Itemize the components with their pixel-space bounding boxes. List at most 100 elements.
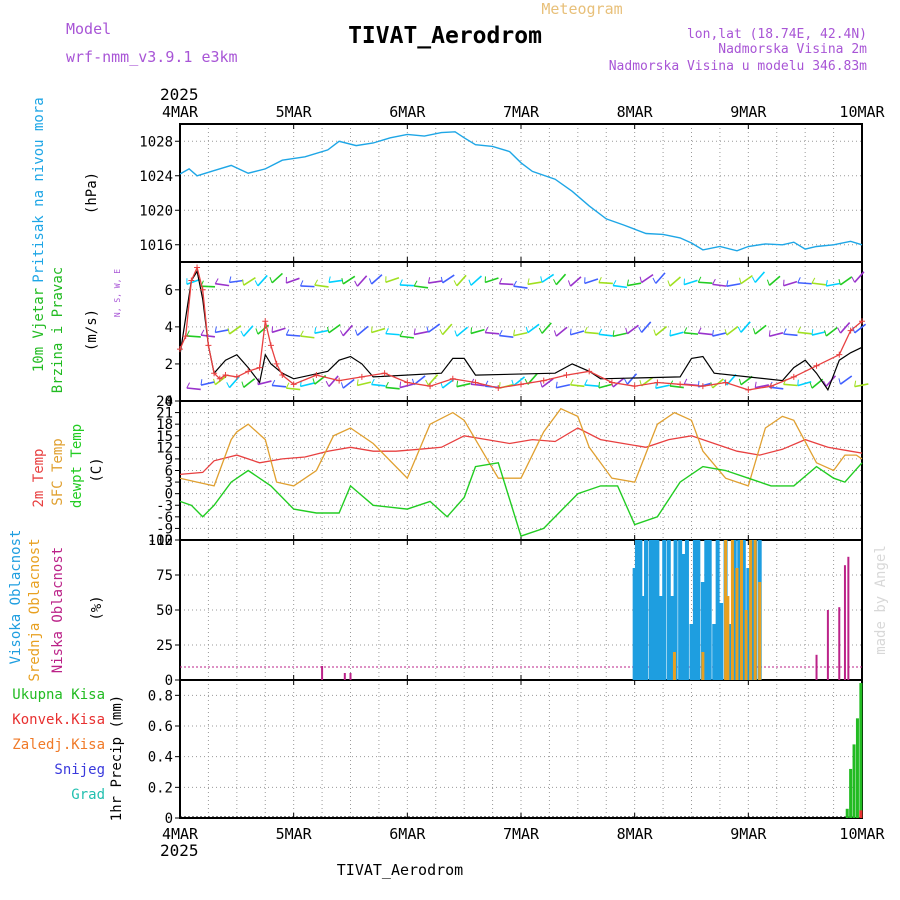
wind-barb: [825, 326, 838, 337]
wind-barb: [356, 275, 368, 287]
precip-bar: [859, 810, 863, 818]
y-tick-label: 15: [156, 429, 173, 445]
y-tick-label: 75: [156, 568, 173, 584]
wind-speed-marker: [540, 377, 547, 384]
wind-barb: [186, 335, 201, 338]
cloud-bar: [826, 610, 829, 680]
wind-barb-flag: [399, 381, 402, 388]
wind-barb: [740, 375, 753, 386]
wind-barb-flag: [527, 278, 530, 285]
x-tick-label-top: 5MAR: [276, 103, 313, 121]
wind-barb-flag: [468, 279, 472, 286]
wind-barb-flag: [285, 329, 290, 336]
cloud-bar: [735, 568, 739, 680]
wind-speed-marker: [188, 277, 195, 284]
wind-barb-flag: [425, 379, 429, 386]
wind-barb: [541, 273, 555, 283]
wind-barb-flag: [326, 326, 330, 333]
wind-barb-flag: [186, 330, 190, 337]
wind-barb: [427, 323, 441, 333]
wind-unit: (m/s): [84, 309, 100, 351]
wind-barb-flag: [285, 382, 290, 389]
wind-barb: [698, 332, 713, 336]
wind-barb: [413, 375, 426, 386]
wind-barb: [271, 272, 283, 284]
dewpt-title: dewpt Temp: [69, 424, 85, 508]
y-tick-label: 0: [165, 394, 173, 410]
wind-barb: [655, 384, 670, 389]
wind-barb-flag: [626, 279, 629, 286]
x-tick-label-bottom: 7MAR: [503, 825, 540, 843]
wind-barb: [584, 278, 599, 285]
wind-barb: [769, 332, 784, 338]
cloud-high-title: Visoka Oblacnost: [8, 530, 24, 665]
wind-barb-flag: [413, 328, 416, 335]
wind-barb: [797, 281, 812, 285]
cloud-bar: [726, 596, 730, 680]
wind-barb-flag: [754, 381, 757, 388]
wind-barb: [839, 276, 853, 286]
wind-barb-flag: [553, 279, 557, 285]
wind-barb: [584, 384, 599, 387]
sfctemp-line: [179, 407, 863, 487]
wind-barb: [286, 334, 301, 337]
cloud-bar: [741, 540, 746, 680]
wind-barb: [314, 284, 329, 288]
wind-barb-flag: [498, 330, 503, 336]
y-tick-label: 24: [156, 394, 173, 410]
x-tick-label-top: 6MAR: [389, 103, 426, 121]
wind-barb-flag: [341, 277, 344, 285]
wind-barb-flag: [200, 379, 203, 386]
wind-barb: [683, 279, 698, 286]
wind-barb: [370, 274, 383, 285]
wind-barb-flag: [766, 279, 770, 286]
wind-barb: [399, 383, 414, 389]
wind-speed-marker: [222, 372, 229, 379]
wind-barb: [357, 381, 372, 387]
wind-barb-flag: [683, 327, 688, 334]
x-tick-label-top: 7MAR: [503, 103, 540, 121]
cloud-bar: [704, 540, 709, 680]
wind-barb-flag: [838, 378, 841, 385]
wind-barb: [669, 276, 682, 287]
wind-barb-flag: [712, 330, 714, 337]
wind-barb: [428, 280, 443, 284]
wind-barb-flag: [213, 378, 216, 385]
wind-barb: [286, 277, 300, 284]
wind-barb-flag: [567, 280, 571, 287]
cloud-low-title: Niska Oblacnost: [50, 547, 66, 673]
wind-barb: [215, 329, 230, 334]
y-tick-label: 4: [165, 320, 173, 336]
wind-barb: [555, 326, 568, 337]
wind-speed-marker: [495, 385, 502, 392]
cloud-bar: [641, 596, 646, 680]
cloud-bar: [728, 624, 733, 680]
wind-barb: [541, 378, 554, 388]
cloud-bar: [700, 582, 705, 680]
y-tick-label: 1016: [139, 238, 173, 254]
wind-speed-marker: [273, 360, 280, 367]
wind-barb: [555, 273, 567, 286]
x-tick-label-top: 9MAR: [730, 103, 767, 121]
wind-speed-marker: [177, 346, 183, 353]
precip-conv-title: Konvek.Kisa: [12, 712, 105, 728]
y-tick-label: 0: [165, 487, 173, 503]
wind-barb-flag: [824, 330, 827, 337]
wind-barb: [626, 324, 639, 335]
wind-barb-flag: [598, 276, 602, 283]
wind-barb: [342, 324, 353, 337]
wind-barb-flag: [227, 327, 230, 335]
wind-barb-flag: [712, 278, 716, 285]
wind-barb: [286, 387, 301, 391]
wind-barb-flag: [498, 277, 503, 284]
x-tick-label-bottom: 6MAR: [389, 825, 426, 843]
cloud-bar: [744, 610, 748, 680]
cloud-bar: [672, 652, 676, 680]
y-tick-label: 50: [156, 603, 173, 619]
wind-barb: [839, 375, 853, 385]
wind-barb-flag: [539, 381, 543, 388]
wind-barb-flag: [241, 279, 245, 286]
y-tick-label: 9: [165, 452, 173, 468]
wind-barb-flag: [837, 327, 841, 334]
x-tick-label-bottom: 8MAR: [617, 825, 654, 843]
